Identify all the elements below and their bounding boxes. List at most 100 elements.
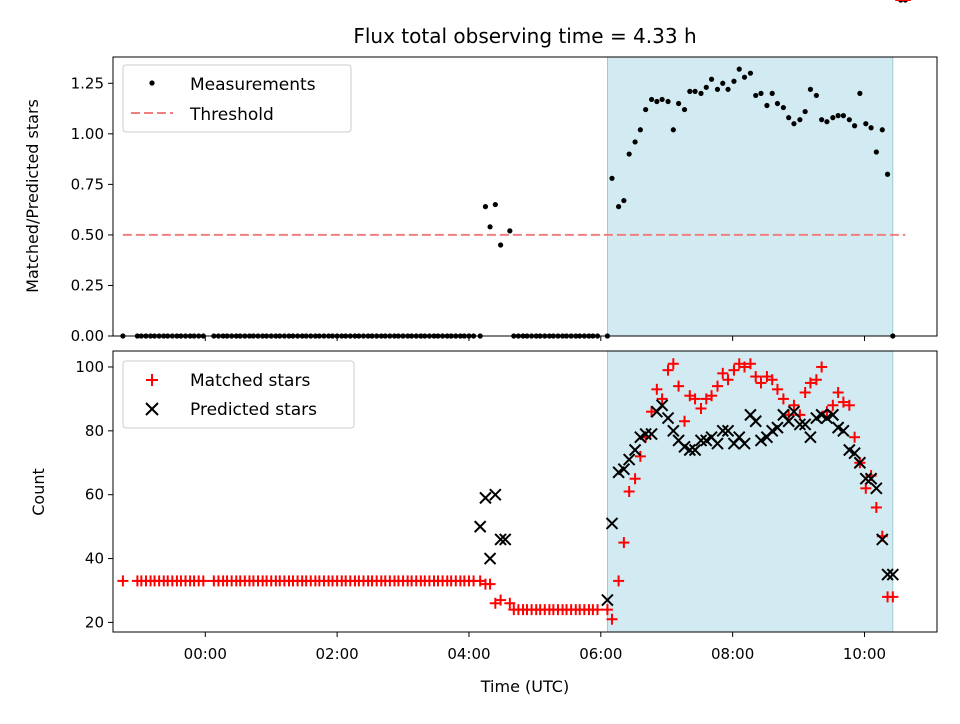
- top-y-tick-label: 0.25: [71, 276, 104, 294]
- matched-star-point: [679, 415, 691, 427]
- matched-star-point: [623, 486, 635, 497]
- measurement-point: [884, 171, 891, 177]
- measurement-point: [753, 92, 759, 99]
- predicted-star-point: [483, 552, 497, 565]
- predicted-star-point: [848, 446, 861, 460]
- predicted-star-point: [661, 411, 675, 425]
- predicted-star-point: [622, 453, 636, 466]
- top-y-tick-label: 0.00: [71, 327, 104, 345]
- measurement-point: [482, 204, 489, 210]
- matched-star-point: [613, 575, 625, 587]
- matched-star-point: [673, 380, 685, 392]
- measurement-point: [868, 125, 874, 131]
- bottom-panel: 20 40 60 80 100 00:00 02:00 04:00 06:00 08:00 10:…: [29, 0, 938, 696]
- measurement-point: [736, 66, 742, 72]
- matched-star-point: [695, 402, 707, 414]
- top-y-tick-label: 1.25: [71, 74, 104, 92]
- legend-matched-marker: [146, 374, 158, 386]
- measurement-point: [492, 201, 498, 208]
- measurement-point: [857, 90, 863, 96]
- top-y-tick-label: 0.75: [71, 175, 104, 193]
- matched-star-point: [750, 371, 762, 383]
- measurement-point: [840, 113, 846, 119]
- matched-star-point: [739, 361, 751, 373]
- predicted-star-point: [886, 568, 900, 581]
- legend-threshold-label: Threshold: [189, 105, 274, 125]
- legend-predicted-marker: [145, 402, 159, 416]
- measurement-point: [675, 100, 682, 107]
- x-tick-label: 02:00: [316, 645, 359, 663]
- x-tick-label: 06:00: [579, 645, 622, 663]
- bottom-legend-box: [122, 360, 355, 429]
- measurement-point: [692, 88, 698, 94]
- matched-star-point: [601, 604, 613, 616]
- measurement-point: [637, 127, 643, 133]
- measurement-point: [797, 117, 803, 123]
- matched-star-point: [722, 374, 734, 386]
- predicted-star-point: [655, 399, 669, 412]
- bottom-plot-frame: [112, 350, 938, 633]
- predicted-star-point: [489, 488, 502, 501]
- bottom-legend: Matched stars Predicted stars: [122, 360, 355, 429]
- measurement-point: [626, 151, 632, 157]
- matched-star-point: [117, 575, 129, 587]
- predicted-star-point: [876, 533, 889, 546]
- x-tick-label: 10:00: [843, 645, 886, 663]
- top-legend: Measurements Threshold: [122, 64, 352, 133]
- measurement-point: [725, 86, 731, 92]
- matched-star-point: [656, 393, 668, 405]
- bottom-y-tick-label: 60: [85, 486, 104, 504]
- legend-measurements-label: Measurements: [190, 75, 316, 95]
- bottom-y-tick-label: 20: [85, 613, 104, 631]
- predicted-star-point: [645, 427, 658, 441]
- legend-measurements-marker: [149, 80, 155, 86]
- predicted-star-point: [716, 424, 729, 438]
- matched-star-point: [849, 431, 861, 443]
- measurement-point: [774, 100, 781, 107]
- bottom-y-tick-label: 80: [85, 422, 104, 440]
- predicted-star-point: [826, 408, 840, 422]
- predicted-star-point: [711, 437, 724, 450]
- matched-star-point: [887, 591, 899, 603]
- measurement-point: [687, 88, 693, 94]
- matched-star-point: [870, 501, 882, 513]
- matched-star-point: [495, 594, 507, 606]
- predicted-star-point: [605, 517, 619, 530]
- predicted-star-point: [617, 462, 631, 476]
- matched-star-point: [766, 374, 778, 386]
- bottom-y-tick-label: 100: [75, 358, 104, 376]
- observing-window-shade: [607, 350, 894, 633]
- x-tick-label: 04:00: [447, 645, 490, 663]
- predicted-star-point: [804, 431, 817, 444]
- predicted-star-point: [793, 418, 807, 431]
- observing-window-shade: [607, 56, 894, 337]
- measurement-point: [714, 86, 721, 92]
- matched-star-point: [832, 387, 844, 399]
- matched-star-point: [646, 406, 658, 418]
- measurement-point: [846, 117, 852, 123]
- matched-star-point: [618, 537, 630, 549]
- matched-star-point: [843, 399, 855, 411]
- measurement-point: [807, 86, 814, 92]
- measurement-point: [665, 98, 671, 105]
- measurement-point: [670, 127, 676, 133]
- predicted-star-point: [667, 424, 680, 438]
- predicted-star-point: [853, 456, 867, 469]
- measurement-point: [643, 106, 649, 113]
- predicted-star-point: [870, 482, 883, 495]
- matched-star-point: [816, 361, 828, 373]
- measurement-point: [758, 90, 764, 96]
- predicted-star-point: [754, 434, 768, 447]
- measurement-point: [852, 123, 858, 129]
- top-y-tick-label: 0.50: [71, 226, 104, 244]
- predicted-star-point: [881, 568, 894, 581]
- predicted-star-point: [864, 472, 878, 485]
- predicted-star-point: [694, 434, 708, 447]
- matched-star-point: [484, 578, 496, 590]
- measurement-point: [863, 121, 869, 127]
- matched-star-point: [728, 364, 740, 376]
- top-y-axis-label: Matched/Predicted stars: [23, 99, 42, 293]
- measurement-point: [819, 117, 825, 123]
- top-plot-frame: [112, 56, 938, 337]
- measurement-point: [780, 104, 787, 111]
